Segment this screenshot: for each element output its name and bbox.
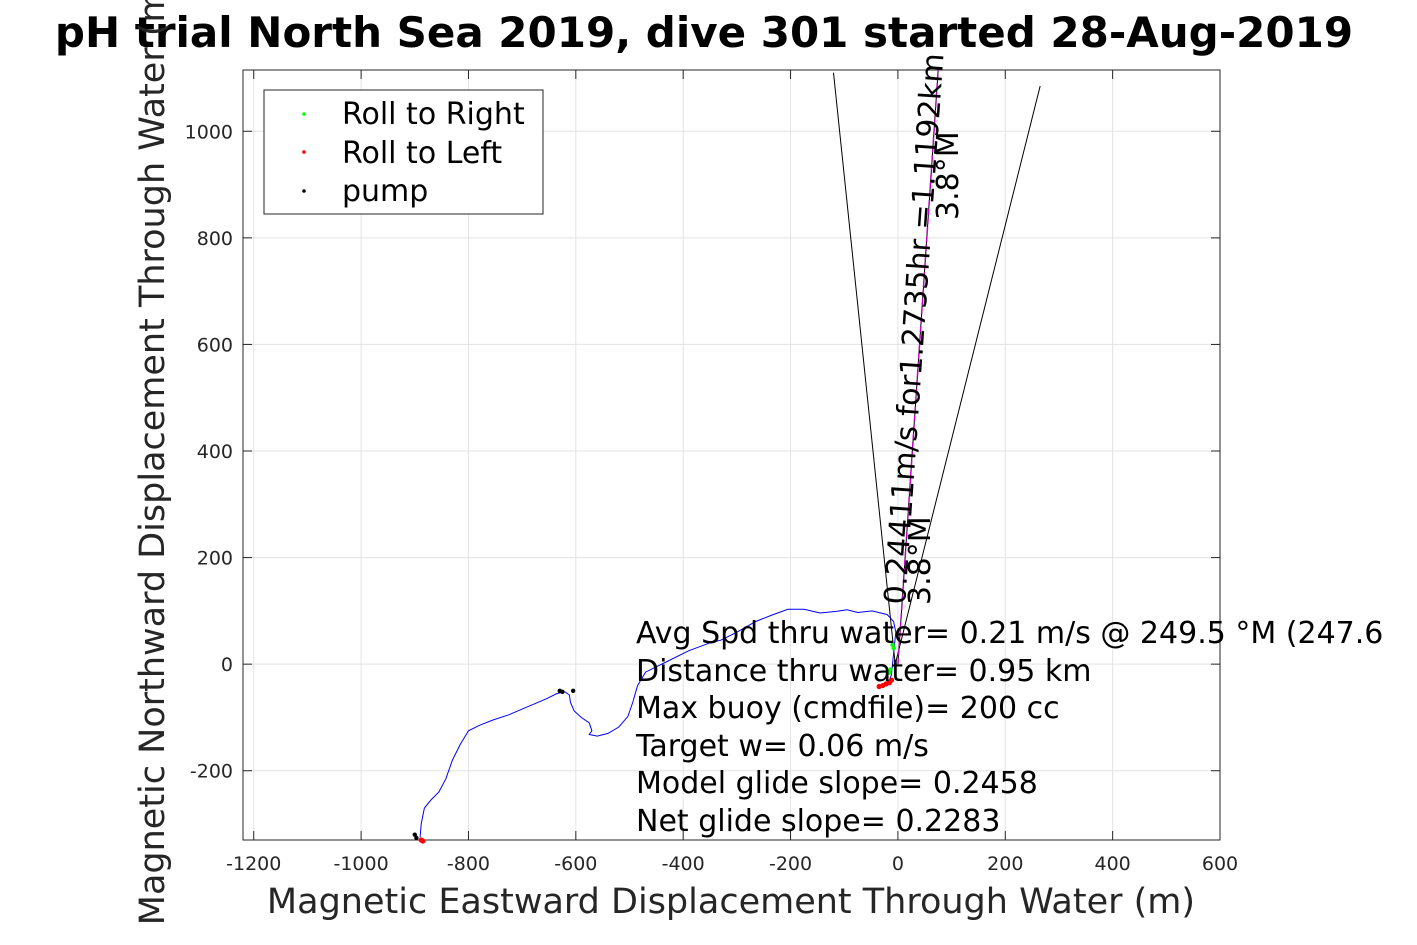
- roll-left-point: [888, 677, 895, 683]
- legend-box: [263, 89, 544, 215]
- y-tick-label: 400: [197, 441, 233, 463]
- axis-ticks: -1200 -1000 -800 -600 -400 -200 0 200 400 600 -200…: [185, 70, 1238, 875]
- stats-block: Avg Spd thru water= 0.21 m/s @ 249.5 °M …: [635, 616, 1383, 839]
- pump-point: [570, 688, 576, 693]
- marker-points: [412, 642, 896, 844]
- cone-line: [894, 85, 1041, 665]
- pump-point: [560, 689, 565, 695]
- stat-line: Model glide slope= 0.2458: [636, 766, 1038, 801]
- x-tick-label: 0: [892, 853, 904, 875]
- stat-line: Target w= 0.06 m/s: [635, 729, 929, 764]
- legend-label-roll-right: Roll to Right: [342, 97, 525, 132]
- legend-marker-roll-left: [302, 150, 306, 154]
- x-tick-label: -600: [554, 853, 597, 875]
- heading-line: [897, 69, 939, 665]
- legend-marker-pump: [302, 189, 306, 193]
- y-tick-label: 600: [197, 334, 233, 356]
- stat-line: Distance thru water= 0.95 km: [636, 654, 1091, 689]
- y-axis-label: Magnetic Northward Displacement Through …: [133, 0, 173, 925]
- x-tick-label: 200: [987, 853, 1023, 875]
- x-axis-label: Magnetic Eastward Displacement Through W…: [267, 882, 1195, 922]
- roll-right-point: [887, 670, 892, 675]
- x-tick-label: -1200: [226, 853, 281, 875]
- stat-line: Max buoy (cmdfile)= 200 cc: [636, 691, 1060, 726]
- stat-line: Net glide slope= 0.2283: [636, 804, 1000, 839]
- x-tick-label: 600: [1202, 853, 1238, 875]
- legend-label-pump: pump: [342, 174, 428, 209]
- plot-frame: [242, 69, 1221, 841]
- y-tick-label: 800: [197, 228, 233, 250]
- y-tick-label: -200: [190, 761, 233, 783]
- y-tick-label: 1000: [185, 121, 233, 143]
- y-tick-label: 0: [221, 654, 233, 676]
- heading-label-short: 3.8°M: [903, 516, 938, 605]
- track-line: [419, 608, 897, 838]
- legend-marker-roll-right: [302, 112, 306, 116]
- stat-line: Avg Spd thru water= 0.21 m/s @ 249.5 °M …: [636, 616, 1383, 651]
- x-tick-label: -1000: [333, 853, 388, 875]
- track-group: [419, 608, 897, 838]
- cone-lines: [832, 69, 1041, 665]
- cone-line: [832, 72, 896, 665]
- x-tick-label: -200: [769, 853, 812, 875]
- roll-right-point: [891, 645, 896, 651]
- legend-label-roll-left: Roll to Left: [342, 136, 502, 171]
- legend: Roll to Right Roll to Left pump: [263, 89, 544, 215]
- x-tick-label: 400: [1095, 853, 1131, 875]
- y-tick-label: 200: [197, 548, 233, 570]
- roll-left-point: [420, 838, 426, 844]
- chart-title: pH trial North Sea 2019, dive 301 starte…: [55, 8, 1353, 57]
- pump-point: [414, 835, 419, 841]
- heading-label-main-sub: 3.8°M: [931, 131, 966, 220]
- x-tick-label: -800: [447, 853, 490, 875]
- x-tick-label: -400: [662, 853, 705, 875]
